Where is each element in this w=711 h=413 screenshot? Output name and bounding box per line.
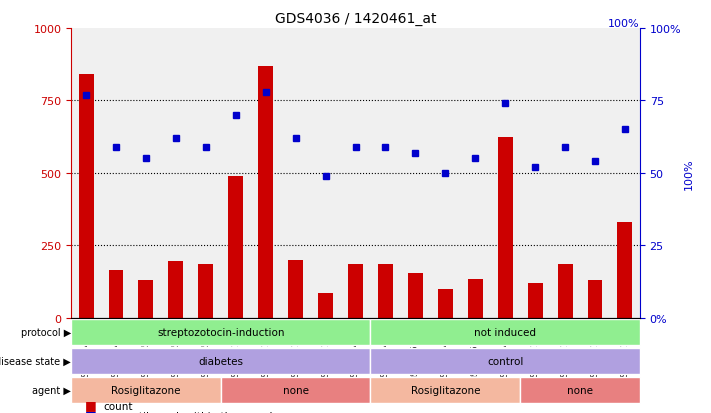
- Bar: [587, 280, 602, 318]
- Bar: [258, 66, 273, 318]
- Bar: [318, 293, 333, 318]
- Bar: [557, 265, 572, 318]
- Bar: [528, 283, 542, 318]
- Text: agent ▶: agent ▶: [32, 385, 71, 395]
- Text: none: none: [567, 385, 593, 395]
- Bar: [617, 223, 632, 318]
- FancyBboxPatch shape: [370, 348, 640, 374]
- Bar: [228, 176, 243, 318]
- Bar: [408, 273, 423, 318]
- Bar: [169, 262, 183, 318]
- FancyBboxPatch shape: [370, 377, 520, 403]
- Bar: [498, 137, 513, 318]
- FancyBboxPatch shape: [370, 320, 640, 345]
- FancyBboxPatch shape: [221, 377, 370, 403]
- Bar: [348, 265, 363, 318]
- Text: control: control: [487, 356, 523, 366]
- Bar: [438, 289, 453, 318]
- FancyBboxPatch shape: [71, 320, 370, 345]
- Bar: [198, 265, 213, 318]
- Bar: [79, 75, 94, 318]
- Text: GDS4036 / 1420461_at: GDS4036 / 1420461_at: [274, 12, 437, 26]
- Text: none: none: [283, 385, 309, 395]
- Bar: [109, 271, 124, 318]
- Text: diabetes: diabetes: [198, 356, 243, 366]
- Bar: [288, 260, 303, 318]
- Text: ■: ■: [85, 398, 97, 411]
- FancyBboxPatch shape: [520, 377, 640, 403]
- FancyBboxPatch shape: [71, 348, 370, 374]
- Bar: [378, 265, 393, 318]
- Text: 100%: 100%: [609, 19, 640, 29]
- Text: not induced: not induced: [474, 328, 536, 337]
- Text: Rosiglitazone: Rosiglitazone: [410, 385, 480, 395]
- Text: protocol ▶: protocol ▶: [21, 328, 71, 337]
- Bar: [468, 279, 483, 318]
- Text: percentile rank within the sample: percentile rank within the sample: [103, 411, 279, 413]
- Text: streptozotocin-induction: streptozotocin-induction: [157, 328, 284, 337]
- Text: count: count: [103, 401, 132, 411]
- Y-axis label: 100%: 100%: [684, 158, 694, 189]
- Text: ■: ■: [85, 408, 97, 413]
- Bar: [139, 280, 154, 318]
- Text: disease state ▶: disease state ▶: [0, 356, 71, 366]
- FancyBboxPatch shape: [71, 377, 221, 403]
- Text: Rosiglitazone: Rosiglitazone: [111, 385, 181, 395]
